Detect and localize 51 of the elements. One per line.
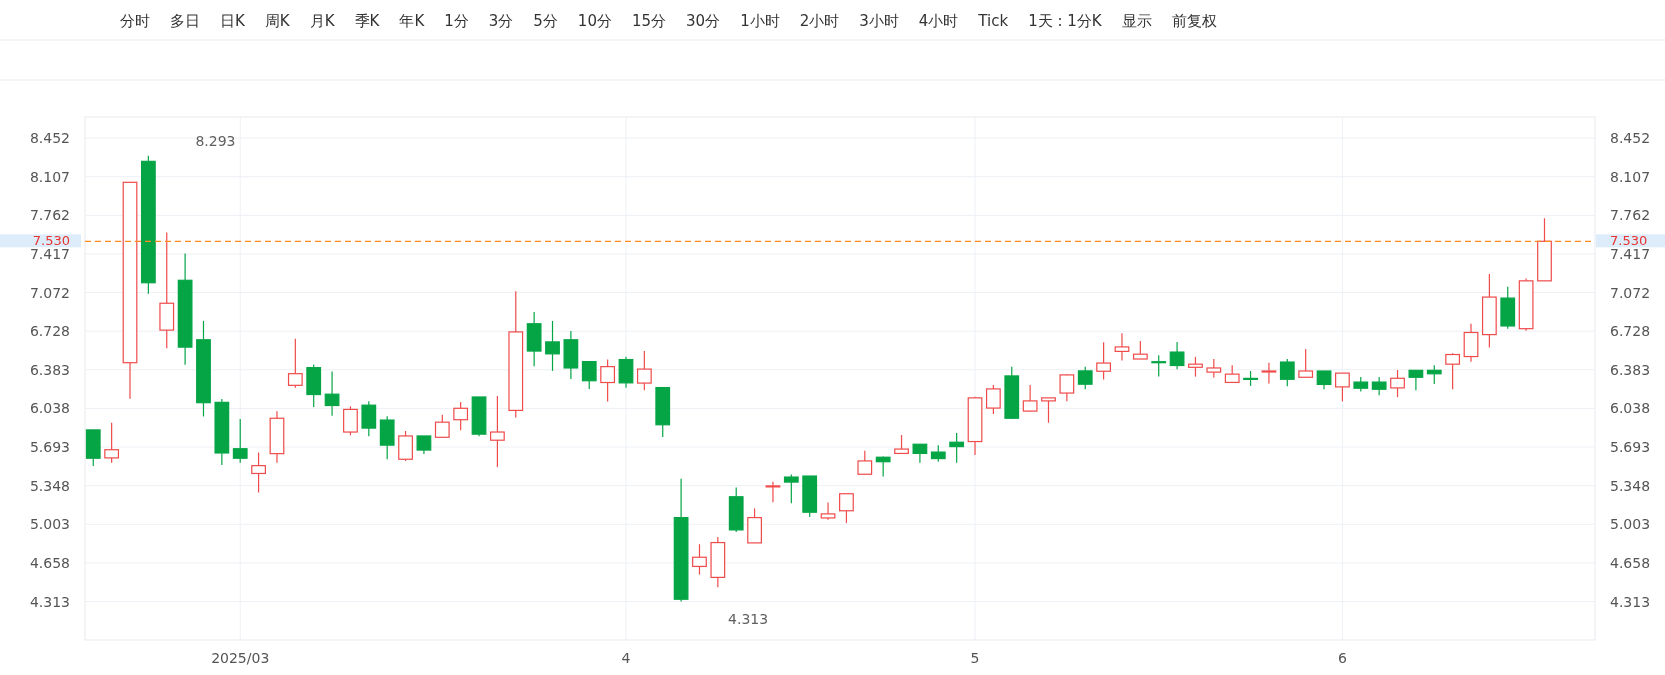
y2-tick-label: 8.452: [1610, 130, 1651, 147]
y2-tick-label: 6.038: [1610, 400, 1651, 417]
text: 2小时: [799, 12, 840, 30]
x-tick-label: 2025/03: [211, 650, 270, 666]
text: 分时: [120, 12, 150, 30]
y2-tick-label: 5.003: [1610, 516, 1651, 533]
y-tick-label: 7.762: [29, 207, 70, 224]
y-tick-label: 4.313: [29, 593, 70, 610]
x-tick-label: 5: [970, 650, 980, 666]
y2-tick-label: 7.762: [1610, 207, 1651, 224]
text: 10分: [577, 12, 612, 30]
text: Tick: [977, 12, 1009, 30]
y2-tick-label: 5.348: [1610, 477, 1651, 494]
y2-tick-label: 4.658: [1610, 554, 1651, 571]
y2-tick-label: 5.693: [1610, 439, 1651, 456]
text: 4小时: [918, 12, 959, 30]
annotation: 8.293: [195, 132, 236, 149]
y2-tick-label: 8.107: [1610, 168, 1651, 185]
text: 3分: [488, 12, 514, 30]
text: 季K: [354, 12, 381, 30]
y-tick-label: 6.383: [29, 361, 70, 378]
y2-tick-label: 4.313: [1610, 593, 1651, 610]
text: 月K: [309, 12, 336, 30]
text: 1分: [444, 12, 469, 30]
y-tick-label: 6.038: [29, 400, 70, 417]
text: 30分: [686, 12, 721, 30]
text: 3小时: [859, 12, 899, 30]
text: 1小时: [740, 12, 780, 30]
y-tick-label: 6.728: [29, 323, 70, 340]
text: 5分: [533, 12, 558, 30]
y2-tick-label: 6.728: [1610, 323, 1651, 340]
text: 前复权: [1171, 12, 1217, 30]
text: 周K: [264, 12, 291, 30]
x-tick-label: 4: [621, 650, 631, 666]
y-tick-label: 5.348: [29, 477, 70, 494]
text: 多日: [170, 12, 200, 30]
y-tick-label: 4.658: [29, 554, 70, 571]
text: 显示: [1121, 12, 1152, 30]
annotation: 4.313: [728, 610, 769, 627]
y-tick-label: 7.072: [29, 284, 70, 301]
y-tick-label: 5.003: [29, 516, 70, 533]
text: 15分: [631, 12, 667, 30]
x-tick-label: 6: [1337, 650, 1347, 666]
text: 1天 : 1分K: [1028, 12, 1103, 30]
text: 年K: [399, 12, 426, 30]
y2-tick-label: 7.072: [1610, 284, 1651, 301]
text: 日K: [220, 12, 246, 30]
y2-tick-label: 6.383: [1610, 361, 1651, 378]
y-tick-label: 8.107: [29, 168, 70, 185]
y-tick-label: 8.452: [29, 130, 70, 147]
y-tick-label: 5.693: [29, 439, 70, 456]
